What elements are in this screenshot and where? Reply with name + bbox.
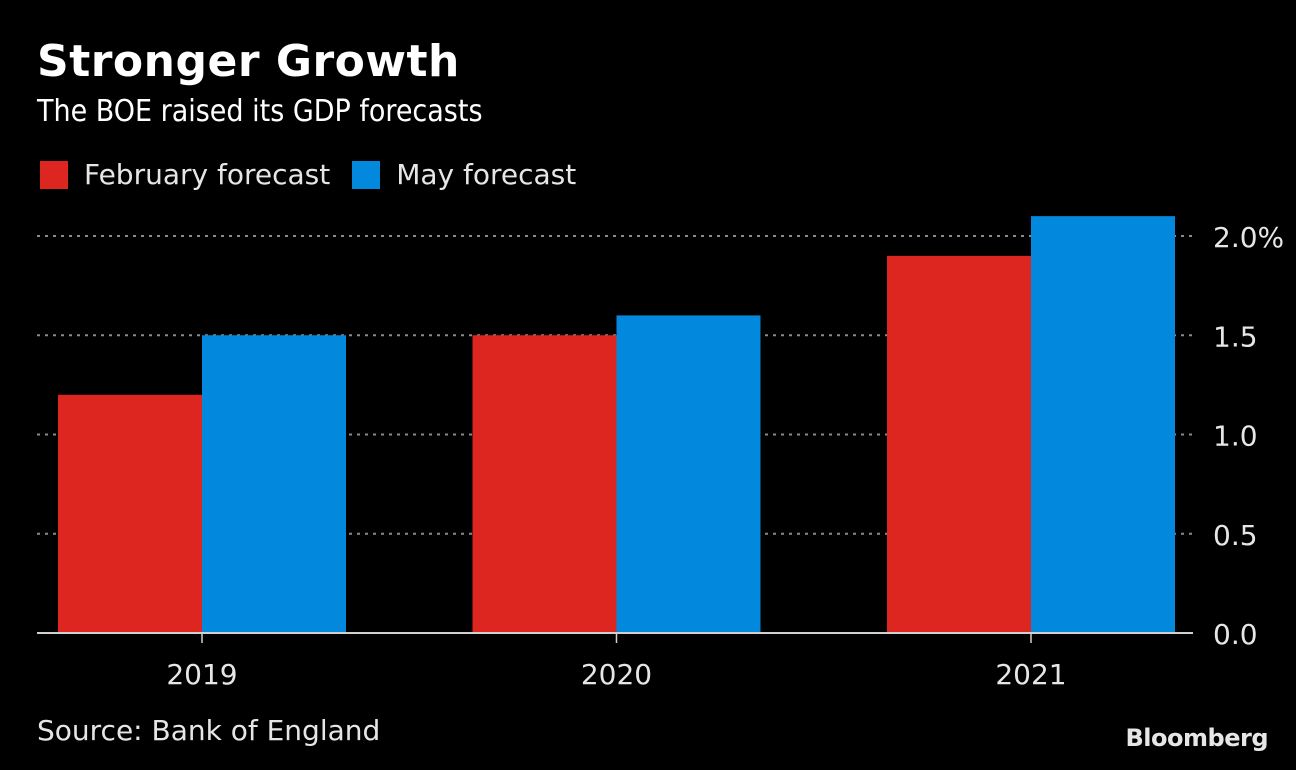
legend-item-may: May forecast — [352, 158, 576, 191]
legend-label-february: February forecast — [84, 158, 331, 191]
legend-label-may: May forecast — [396, 158, 577, 191]
bars — [58, 216, 1175, 633]
y-tick-label: 0.0 — [1213, 618, 1258, 651]
bar-february-forecast-2019 — [58, 394, 202, 633]
bar-may-forecast-2021 — [1031, 216, 1175, 633]
legend-swatch-february — [40, 160, 68, 189]
chart-title: Stronger Growth — [37, 36, 460, 87]
bar-may-forecast-2020 — [616, 315, 761, 633]
bloomberg-logo: Bloomberg — [1125, 724, 1269, 752]
x-tick-label: 2020 — [581, 658, 652, 691]
y-tick-label: 1.5 — [1213, 320, 1258, 353]
axes — [37, 632, 1193, 643]
x-tick-label: 2021 — [995, 658, 1066, 691]
legend-swatch-may — [352, 160, 381, 189]
chart-subtitle: The BOE raised its GDP forecasts — [37, 94, 483, 129]
y-tick-label: 2.0% — [1213, 221, 1284, 254]
legend-item-february: February forecast — [40, 158, 330, 191]
source-note: Source: Bank of England — [37, 714, 381, 747]
x-tick-label: 2019 — [166, 658, 237, 691]
bar-february-forecast-2020 — [472, 335, 617, 633]
tick-labels: 0.0 0.5 1.0 1.5 2.0% 2019 2020 2021 — [166, 221, 1284, 691]
legend: February forecast May forecast — [40, 158, 598, 191]
y-tick-label: 1.0 — [1213, 420, 1258, 453]
bar-february-forecast-2021 — [887, 255, 1031, 633]
bar-may-forecast-2019 — [202, 335, 346, 633]
y-tick-label: 0.5 — [1213, 519, 1258, 552]
